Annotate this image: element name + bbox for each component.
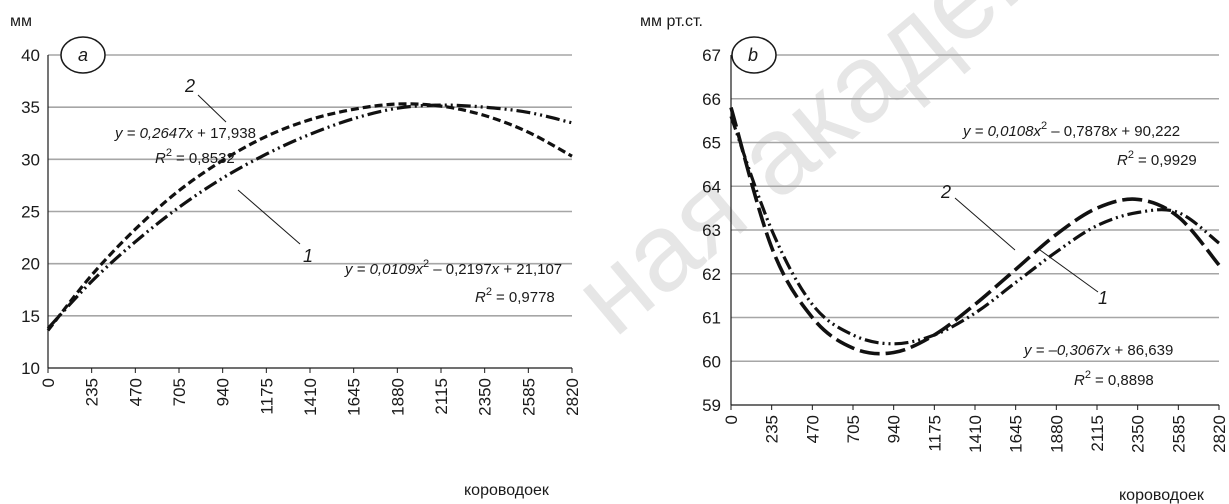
y-tick-label: 62 bbox=[702, 265, 721, 284]
y-tick-labels-a: 10 15 20 25 30 35 40 bbox=[21, 46, 40, 378]
x-tick-label: 0 bbox=[722, 415, 741, 424]
x-tick-labels-b: 0 235 470 705 940 1175 1410 1645 1880 2115 2350 258… bbox=[722, 405, 1229, 453]
x-tick-label: 2820 bbox=[1210, 415, 1229, 453]
x-tick-label: 1175 bbox=[925, 415, 944, 452]
x-tick-label: 1645 bbox=[1007, 415, 1026, 453]
r2-linear-b: R2 = 0,8898 bbox=[1074, 369, 1154, 389]
panel-letter-b: b bbox=[748, 45, 758, 65]
x-tick-label: 940 bbox=[214, 378, 233, 406]
y-tick-label: 10 bbox=[21, 359, 40, 378]
curve-leader-1-b bbox=[1039, 249, 1099, 293]
series-line-2-b bbox=[729, 106, 1221, 356]
y-tick-label: 15 bbox=[21, 307, 40, 326]
r2-poly-b: R2 = 0,9929 bbox=[1117, 149, 1197, 169]
series-line-1-b bbox=[729, 115, 1220, 346]
equation-poly-b: y = 0,0108x2 – 0,7878x + 90,222 bbox=[962, 120, 1180, 140]
curve-leader-1-a bbox=[237, 189, 301, 245]
series-group-b bbox=[729, 106, 1221, 356]
panel-badge-a: a bbox=[60, 36, 106, 74]
x-tick-label: 2350 bbox=[476, 378, 495, 416]
y-tick-labels-b: 59 60 61 62 63 64 65 66 67 bbox=[702, 46, 721, 415]
x-tick-labels-a: 0 235 470 705 940 1175 1410 1645 1880 2115 2350 258… bbox=[39, 368, 582, 416]
x-tick-label: 470 bbox=[803, 415, 822, 443]
r2-linear-a: R2 = 0,8532 bbox=[155, 147, 235, 167]
y-axis-label-b: мм рт.ст. bbox=[640, 13, 703, 30]
x-tick-label: 2350 bbox=[1129, 415, 1148, 453]
y-tick-label: 30 bbox=[21, 150, 40, 169]
curve-leader-2-b bbox=[954, 197, 1016, 251]
y-tick-label: 64 bbox=[702, 177, 721, 196]
y-tick-label: 35 bbox=[21, 98, 40, 117]
x-tick-label: 235 bbox=[763, 415, 782, 443]
y-axis-label-a: мм bbox=[10, 13, 32, 30]
chart-panel-b: 59 60 61 62 63 64 65 66 67 0 235 470 705 940 1175 1410… bbox=[640, 13, 1229, 504]
gridlines-a bbox=[47, 54, 572, 369]
series-line-1-a bbox=[46, 103, 573, 330]
equation-linear-a: y = 0,2647x + 17,938 bbox=[114, 125, 256, 142]
x-tick-label: 235 bbox=[83, 378, 102, 406]
curve-number-1-a: 1 bbox=[303, 246, 313, 266]
series-group-a bbox=[46, 102, 573, 332]
equation-linear-b: y = –0,3067x + 86,639 bbox=[1023, 342, 1173, 359]
x-tick-label: 1410 bbox=[966, 415, 985, 453]
x-tick-label: 2585 bbox=[519, 378, 538, 416]
watermark: ная академия bbox=[551, 0, 1172, 358]
curve-number-1-b: 1 bbox=[1098, 288, 1108, 308]
y-tick-label: 60 bbox=[702, 352, 721, 371]
x-tick-label: 705 bbox=[844, 415, 863, 443]
y-tick-label: 59 bbox=[702, 396, 721, 415]
panel-badge-b: b bbox=[731, 36, 777, 74]
series-line-2-a bbox=[46, 102, 573, 332]
y-tick-label: 25 bbox=[21, 203, 40, 222]
y-tick-label: 67 bbox=[702, 46, 721, 65]
y-tick-label: 65 bbox=[702, 134, 721, 153]
r2-poly-a: R2 = 0,9778 bbox=[475, 286, 555, 306]
x-tick-label: 1880 bbox=[388, 378, 407, 416]
x-tick-label: 1175 bbox=[257, 378, 276, 415]
curve-leader-2-a bbox=[197, 94, 227, 123]
x-tick-label: 470 bbox=[126, 378, 145, 406]
curve-number-2-a: 2 bbox=[184, 76, 195, 96]
equation-poly-a: y = 0,0109x2 – 0,2197x + 21,107 bbox=[344, 258, 562, 278]
x-tick-label: 1410 bbox=[301, 378, 320, 416]
y-tick-label: 66 bbox=[702, 90, 721, 109]
x-axis-label-a: короводоек bbox=[464, 482, 550, 499]
x-tick-label: 1880 bbox=[1047, 415, 1066, 453]
y-tick-label: 20 bbox=[21, 255, 40, 274]
x-tick-label: 2115 bbox=[432, 378, 451, 415]
chart-panel-a: 10 15 20 25 30 35 40 0 235 470 705 940 1175 1410 1645… bbox=[10, 13, 582, 499]
y-tick-label: 63 bbox=[702, 221, 721, 240]
curve-number-2-b: 2 bbox=[940, 182, 951, 202]
x-axis-label-b: короводоек bbox=[1119, 487, 1205, 504]
x-tick-label: 940 bbox=[885, 415, 904, 443]
x-tick-label: 1645 bbox=[345, 378, 364, 416]
y-tick-label: 40 bbox=[21, 46, 40, 65]
x-tick-label: 2820 bbox=[563, 378, 582, 416]
x-tick-label: 0 bbox=[39, 378, 58, 387]
y-tick-label: 61 bbox=[702, 309, 721, 328]
x-tick-label: 2115 bbox=[1088, 415, 1107, 452]
panel-letter-a: a bbox=[78, 45, 88, 65]
x-tick-label: 2585 bbox=[1169, 415, 1188, 453]
x-tick-label: 705 bbox=[170, 378, 189, 406]
